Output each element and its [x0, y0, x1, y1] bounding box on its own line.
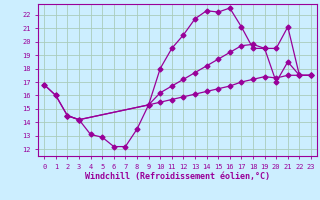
X-axis label: Windchill (Refroidissement éolien,°C): Windchill (Refroidissement éolien,°C) [85, 172, 270, 181]
